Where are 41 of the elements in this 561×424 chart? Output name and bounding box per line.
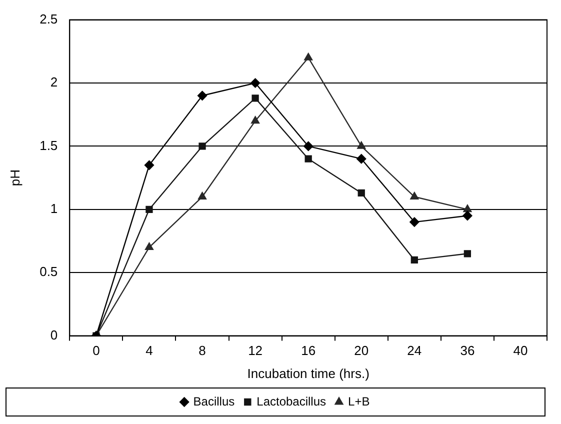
point [356, 154, 366, 164]
y-tick-label: 0.5 [40, 264, 58, 280]
point [146, 206, 153, 213]
point [252, 94, 259, 102]
y-axis-title: pH [7, 169, 22, 186]
x-tick-label: 8 [198, 343, 206, 358]
point [304, 52, 313, 60]
point [304, 141, 314, 151]
x-tick-label: 36 [460, 343, 475, 358]
y-tick-label: 2.5 [40, 11, 58, 26]
x-tick-label: 4 [146, 343, 153, 358]
point [304, 155, 312, 162]
legend-label: Lactobacillus [256, 394, 326, 408]
x-tick-label: 12 [248, 343, 263, 358]
point [464, 250, 472, 258]
legend-label: Bacillus [193, 394, 235, 408]
x-tick-label: 20 [354, 343, 369, 358]
point [144, 242, 154, 250]
legend-label: L+B [348, 394, 370, 408]
point [198, 142, 206, 150]
point [251, 116, 260, 124]
point [357, 141, 366, 149]
y-tick-label: 1.5 [40, 138, 58, 153]
x-tick-label: 40 [513, 343, 528, 358]
x-tick-label: 0 [92, 343, 100, 358]
y-tick-label: 0 [50, 327, 58, 342]
point [410, 192, 419, 200]
x-tick-label: 16 [301, 343, 316, 358]
point [197, 90, 208, 100]
y-tick-label: 1 [50, 200, 58, 216]
y-tick-label: 2 [50, 74, 58, 90]
point [463, 204, 472, 212]
point [410, 217, 420, 227]
point [144, 160, 154, 170]
x-tick-label: 24 [407, 343, 422, 358]
point [358, 189, 365, 197]
point [198, 192, 206, 200]
point [462, 210, 472, 221]
point [250, 78, 260, 88]
point [410, 256, 418, 264]
x-axis-title: Incubation time (hrs.) [247, 366, 370, 381]
